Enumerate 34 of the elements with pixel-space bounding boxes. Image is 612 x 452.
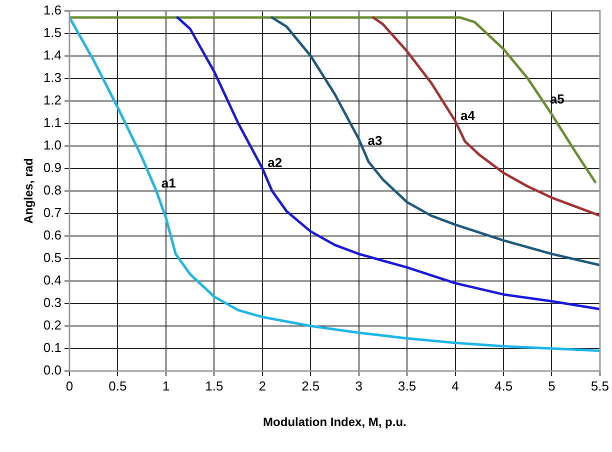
x-tick-label: 4.5 (494, 378, 513, 394)
x-tick-label: 0 (66, 378, 74, 394)
x-tick-label: 1 (162, 378, 170, 394)
series-label: a4 (460, 108, 476, 124)
y-tick-label: 0.4 (43, 272, 62, 288)
y-tick-label: 0.2 (43, 318, 62, 333)
series-label: a3 (368, 132, 382, 148)
y-tick-label: 0.0 (43, 362, 62, 378)
x-tick-label: 3.5 (398, 378, 416, 394)
x-axis-title: Modulation Index, M, p.u. (263, 415, 406, 430)
x-tick-label: 3 (355, 378, 362, 394)
y-tick-label: 1.0 (43, 137, 62, 152)
x-tick-label: 4 (452, 378, 459, 394)
y-tick-label: 1.1 (43, 114, 62, 130)
x-tick-label: 5.5 (590, 378, 610, 394)
y-axis-title: Angles, rad (22, 158, 36, 224)
x-tick-label: 1.5 (205, 378, 224, 394)
series-label: a2 (268, 154, 282, 170)
y-tick-label: 0.6 (43, 228, 62, 243)
y-tick-label: 0.8 (43, 182, 62, 198)
y-tick-label: 0.5 (43, 250, 62, 266)
x-tick-label: 2.5 (302, 378, 320, 394)
y-tick-label: 1.5 (43, 24, 62, 40)
y-tick-label: 0.7 (43, 204, 62, 220)
y-tick-label: 1.6 (43, 2, 62, 18)
y-tick-label: 1.2 (43, 92, 62, 108)
y-tick-label: 0.3 (43, 295, 62, 310)
x-tick-label: 0.5 (108, 378, 127, 394)
y-tick-label: 1.3 (43, 70, 62, 85)
x-tick-label: 2 (258, 378, 266, 394)
x-tick-label: 5 (548, 378, 556, 394)
y-tick-label: 0.9 (43, 160, 62, 175)
y-tick-label: 0.1 (43, 340, 62, 356)
y-tick-label: 1.4 (43, 47, 62, 62)
